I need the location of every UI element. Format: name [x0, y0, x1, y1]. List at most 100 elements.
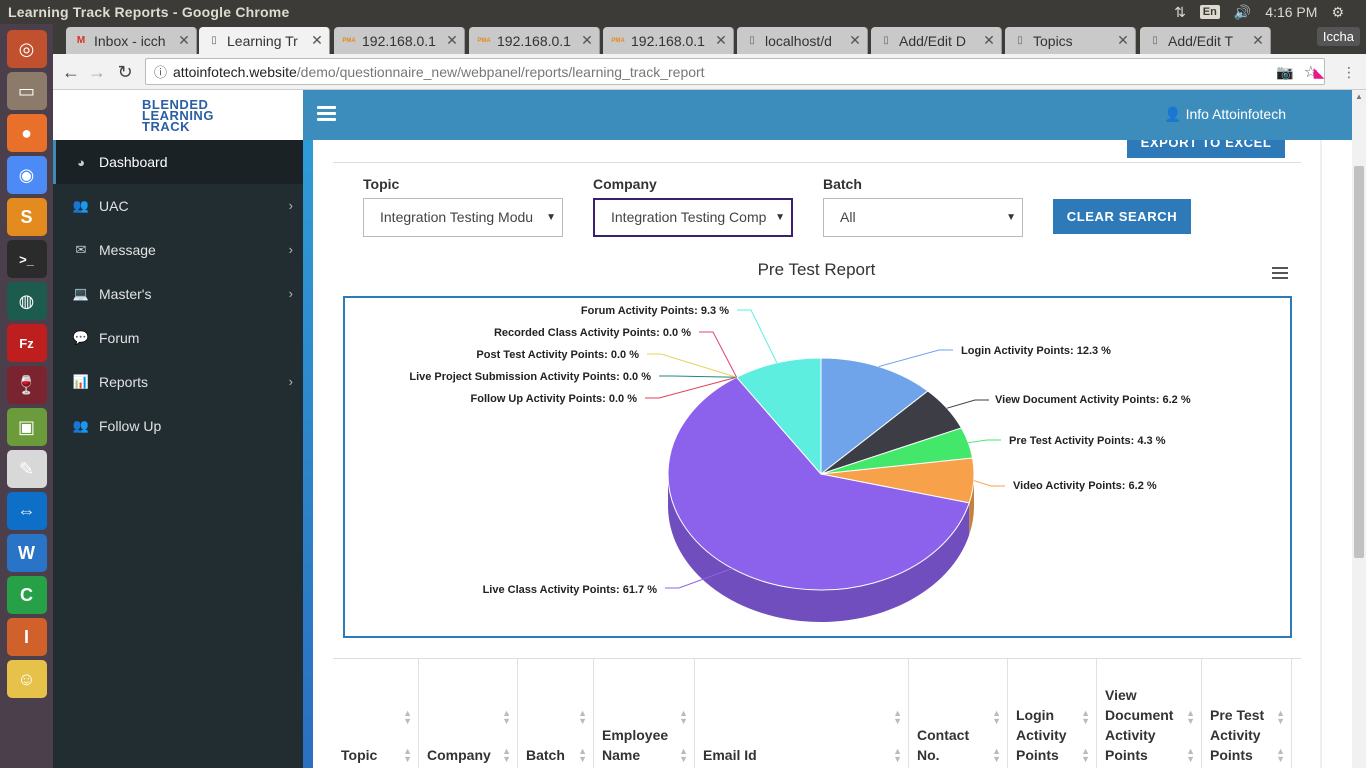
launcher-image-viewer-icon[interactable]: ▣: [6, 408, 47, 446]
close-icon[interactable]: ✕: [715, 32, 727, 48]
sidebar-item-uac[interactable]: 👥 UAC ›: [53, 184, 303, 228]
user-icon: 👤: [1164, 106, 1182, 122]
launcher-libreoffice-impress-icon[interactable]: I: [6, 618, 47, 656]
launcher-text-editor-icon[interactable]: ✎: [6, 450, 47, 488]
browser-tab[interactable]: ▯ Topics ✕: [1005, 27, 1136, 54]
url-host: attoinfotech.website: [173, 63, 297, 80]
launcher-libreoffice-writer-icon[interactable]: W: [6, 534, 47, 572]
chart-context-menu-icon[interactable]: [1272, 267, 1288, 280]
info-icon[interactable]: ⓘ: [154, 65, 168, 80]
table-column-header[interactable]: Batch ▲ ▼ ▲ ▼: [518, 659, 594, 768]
chrome-menu-icon[interactable]: ⋮: [1342, 63, 1356, 80]
sidebar-item-message[interactable]: ✉ Message ›: [53, 228, 303, 272]
browser-tab[interactable]: ▯ Add/Edit D ✕: [871, 27, 1002, 54]
camera-icon[interactable]: 📷: [1276, 63, 1294, 80]
table-column-header[interactable]: Contact No. ▲ ▼ ▲ ▼: [909, 659, 1008, 768]
pie-connector-line: [647, 353, 737, 378]
browser-tab[interactable]: ▯ localhost/d ✕: [737, 27, 868, 54]
pie-slice-side: [668, 474, 970, 622]
launcher-gitkraken-icon[interactable]: ◍: [6, 282, 47, 320]
logo[interactable]: BLENDED LEARNING TRACK: [53, 90, 303, 140]
sidebar-toggle-icon[interactable]: [317, 106, 336, 122]
sidebar-item-follow-up[interactable]: 👥 Follow Up: [53, 404, 303, 448]
sidebar-item-dashboard[interactable]: ◕ Dashboard: [53, 140, 303, 184]
page-scrollbar[interactable]: ▲: [1352, 90, 1366, 768]
browser-tab[interactable]: PMA 192.168.0.1 ✕: [334, 27, 465, 54]
scrollbar-thumb[interactable]: [1354, 166, 1364, 558]
close-icon[interactable]: ✕: [446, 32, 458, 48]
sidebar-item-label: Reports: [99, 374, 149, 390]
sidebar-item-master-s[interactable]: 💻 Master's ›: [53, 272, 303, 316]
clock[interactable]: 4:16 PM: [1265, 4, 1318, 20]
close-icon[interactable]: ✕: [1252, 32, 1264, 48]
launcher-terminal-icon[interactable]: >_: [6, 240, 47, 278]
table-column-header[interactable]: Topic ▲ ▼ ▲ ▼: [333, 659, 419, 768]
table-column-header[interactable]: Email Id ▲ ▼ ▲ ▼: [695, 659, 909, 768]
volume-icon[interactable]: 🔊: [1233, 3, 1252, 20]
table-column-header[interactable]: Company ▲ ▼ ▲ ▼: [419, 659, 518, 768]
tab-label: localhost/d: [765, 32, 832, 49]
user-name: Info Attoinfotech: [1185, 106, 1286, 122]
keyboard-language-indicator[interactable]: En: [1199, 5, 1220, 19]
bookmark-star-icon[interactable]: ☆: [1303, 64, 1318, 81]
launcher-sublime-text-icon[interactable]: S: [6, 198, 47, 236]
sidebar-item-label: Follow Up: [99, 418, 162, 434]
pie-data-label: Follow Up Activity Points: 0.0 %: [471, 393, 638, 405]
launcher-firefox-icon[interactable]: ●: [6, 114, 47, 152]
sort-icon: ▲ ▼: [1081, 746, 1090, 764]
pie-connector-line: [878, 349, 953, 368]
back-arrow-icon[interactable]: ←: [62, 61, 80, 82]
browser-tab[interactable]: PMA 192.168.0.1 ✕: [469, 27, 600, 54]
network-arrows-icon[interactable]: ⇅: [1174, 3, 1186, 20]
table-column-header[interactable]: Login Activity Points ▲ ▼ ▲ ▼: [1008, 659, 1097, 768]
browser-tab[interactable]: ▯ Learning Tr ✕: [199, 27, 330, 54]
users-icon: 👥: [72, 418, 90, 433]
sidebar-item-forum[interactable]: 💬 Forum: [53, 316, 303, 360]
browser-tab[interactable]: ▯ Add/Edit T ✕: [1140, 27, 1271, 54]
profile-name[interactable]: Iccha: [1316, 27, 1360, 46]
power-gear-icon[interactable]: ⚙: [1331, 3, 1344, 20]
admin-sidebar: BLENDED LEARNING TRACK ◕ Dashboard 👥 UAC › ✉ M…: [53, 90, 303, 768]
batch-select-value: All: [840, 209, 856, 225]
launcher-libreoffice-calc-icon[interactable]: C: [6, 576, 47, 614]
launcher-ubuntu-dash-icon[interactable]: ◎: [6, 30, 47, 68]
export-to-excel-button[interactable]: EXPORT TO EXCEL: [1127, 140, 1285, 158]
logo-line-1: BLENDED: [142, 96, 209, 112]
address-bar[interactable]: ⓘ attoinfotech.website/demo/questionnair…: [145, 58, 1325, 85]
clear-search-button[interactable]: CLEAR SEARCH: [1053, 199, 1191, 234]
close-icon[interactable]: ✕: [311, 32, 323, 48]
launcher-wine-icon[interactable]: 🍷: [6, 366, 47, 404]
launcher-chrome-icon[interactable]: ◉: [6, 156, 47, 194]
forward-arrow-icon[interactable]: →: [88, 61, 106, 82]
pie-connector-line: [973, 480, 1005, 487]
sort-icon: ▲ ▼: [1276, 708, 1285, 726]
launcher-files-icon[interactable]: ▭: [6, 72, 47, 110]
launcher-bleachbit-icon[interactable]: ☺: [6, 660, 47, 698]
scroll-up-arrow-icon[interactable]: ▲: [1355, 92, 1363, 101]
user-menu[interactable]: 👤 Info Attoinfotech: [1164, 106, 1286, 123]
close-icon[interactable]: ✕: [178, 32, 190, 48]
pie-data-label: Login Activity Points: 12.3 %: [961, 345, 1111, 357]
topic-select[interactable]: Integration Testing Modu ▼: [363, 198, 563, 237]
batch-select[interactable]: All ▼: [823, 198, 1023, 237]
column-header-label: Employee Name: [602, 727, 669, 763]
batch-label: Batch: [823, 176, 862, 192]
launcher-filezilla-icon[interactable]: Fz: [6, 324, 47, 362]
extension-icon[interactable]: ◣: [1313, 63, 1325, 80]
browser-tab[interactable]: PMA 192.168.0.1 ✕: [603, 27, 734, 54]
sidebar-item-reports[interactable]: 📊 Reports ›: [53, 360, 303, 404]
chevron-right-icon: ›: [288, 198, 293, 213]
pie-connector-line: [665, 568, 733, 589]
company-select[interactable]: Integration Testing Comp ▼: [593, 198, 793, 237]
close-icon[interactable]: ✕: [849, 32, 861, 48]
close-icon[interactable]: ✕: [983, 32, 995, 48]
table-column-header[interactable]: Pre Test Activity Points ▲ ▼ ▲ ▼: [1202, 659, 1292, 768]
decorative-strip: [303, 140, 313, 768]
close-icon[interactable]: ✕: [1117, 32, 1129, 48]
browser-tab[interactable]: M Inbox - icch ✕: [66, 27, 197, 54]
table-column-header[interactable]: Employee Name ▲ ▼ ▲ ▼: [594, 659, 695, 768]
close-icon[interactable]: ✕: [581, 32, 593, 48]
reload-icon[interactable]: ↻: [117, 61, 133, 82]
table-column-header[interactable]: View Document Activity Points ▲ ▼ ▲ ▼: [1097, 659, 1202, 768]
launcher-teamviewer-icon[interactable]: ⇔: [6, 492, 47, 530]
